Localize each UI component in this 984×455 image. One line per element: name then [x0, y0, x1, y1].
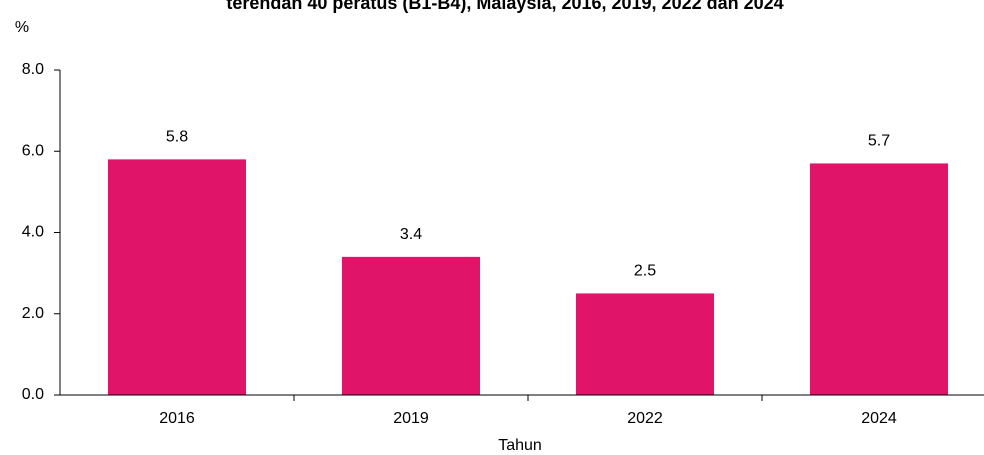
y-tick-label: 2.0 [22, 305, 44, 322]
chart-title: terendah 40 peratus (B1-B4), Malaysia, 2… [226, 0, 783, 13]
x-axis-label: Tahun [498, 437, 542, 454]
y-tick-label: 8.0 [22, 61, 44, 78]
x-tick-label: 2016 [159, 410, 195, 427]
bar [341, 256, 481, 395]
y-tick-label: 4.0 [22, 224, 44, 241]
data-label: 2.5 [634, 263, 656, 280]
x-tick-label: 2024 [861, 410, 897, 427]
bar [107, 159, 247, 395]
data-label: 5.8 [166, 129, 188, 146]
y-tick-label: 0.0 [22, 386, 44, 403]
data-label: 3.4 [400, 226, 422, 243]
y-tick-label: 6.0 [22, 142, 44, 159]
bar [575, 293, 715, 395]
y-axis-label: % [15, 19, 29, 36]
x-tick-label: 2022 [627, 410, 663, 427]
bar [809, 163, 949, 395]
data-label: 5.7 [868, 133, 890, 150]
x-tick-label: 2019 [393, 410, 429, 427]
